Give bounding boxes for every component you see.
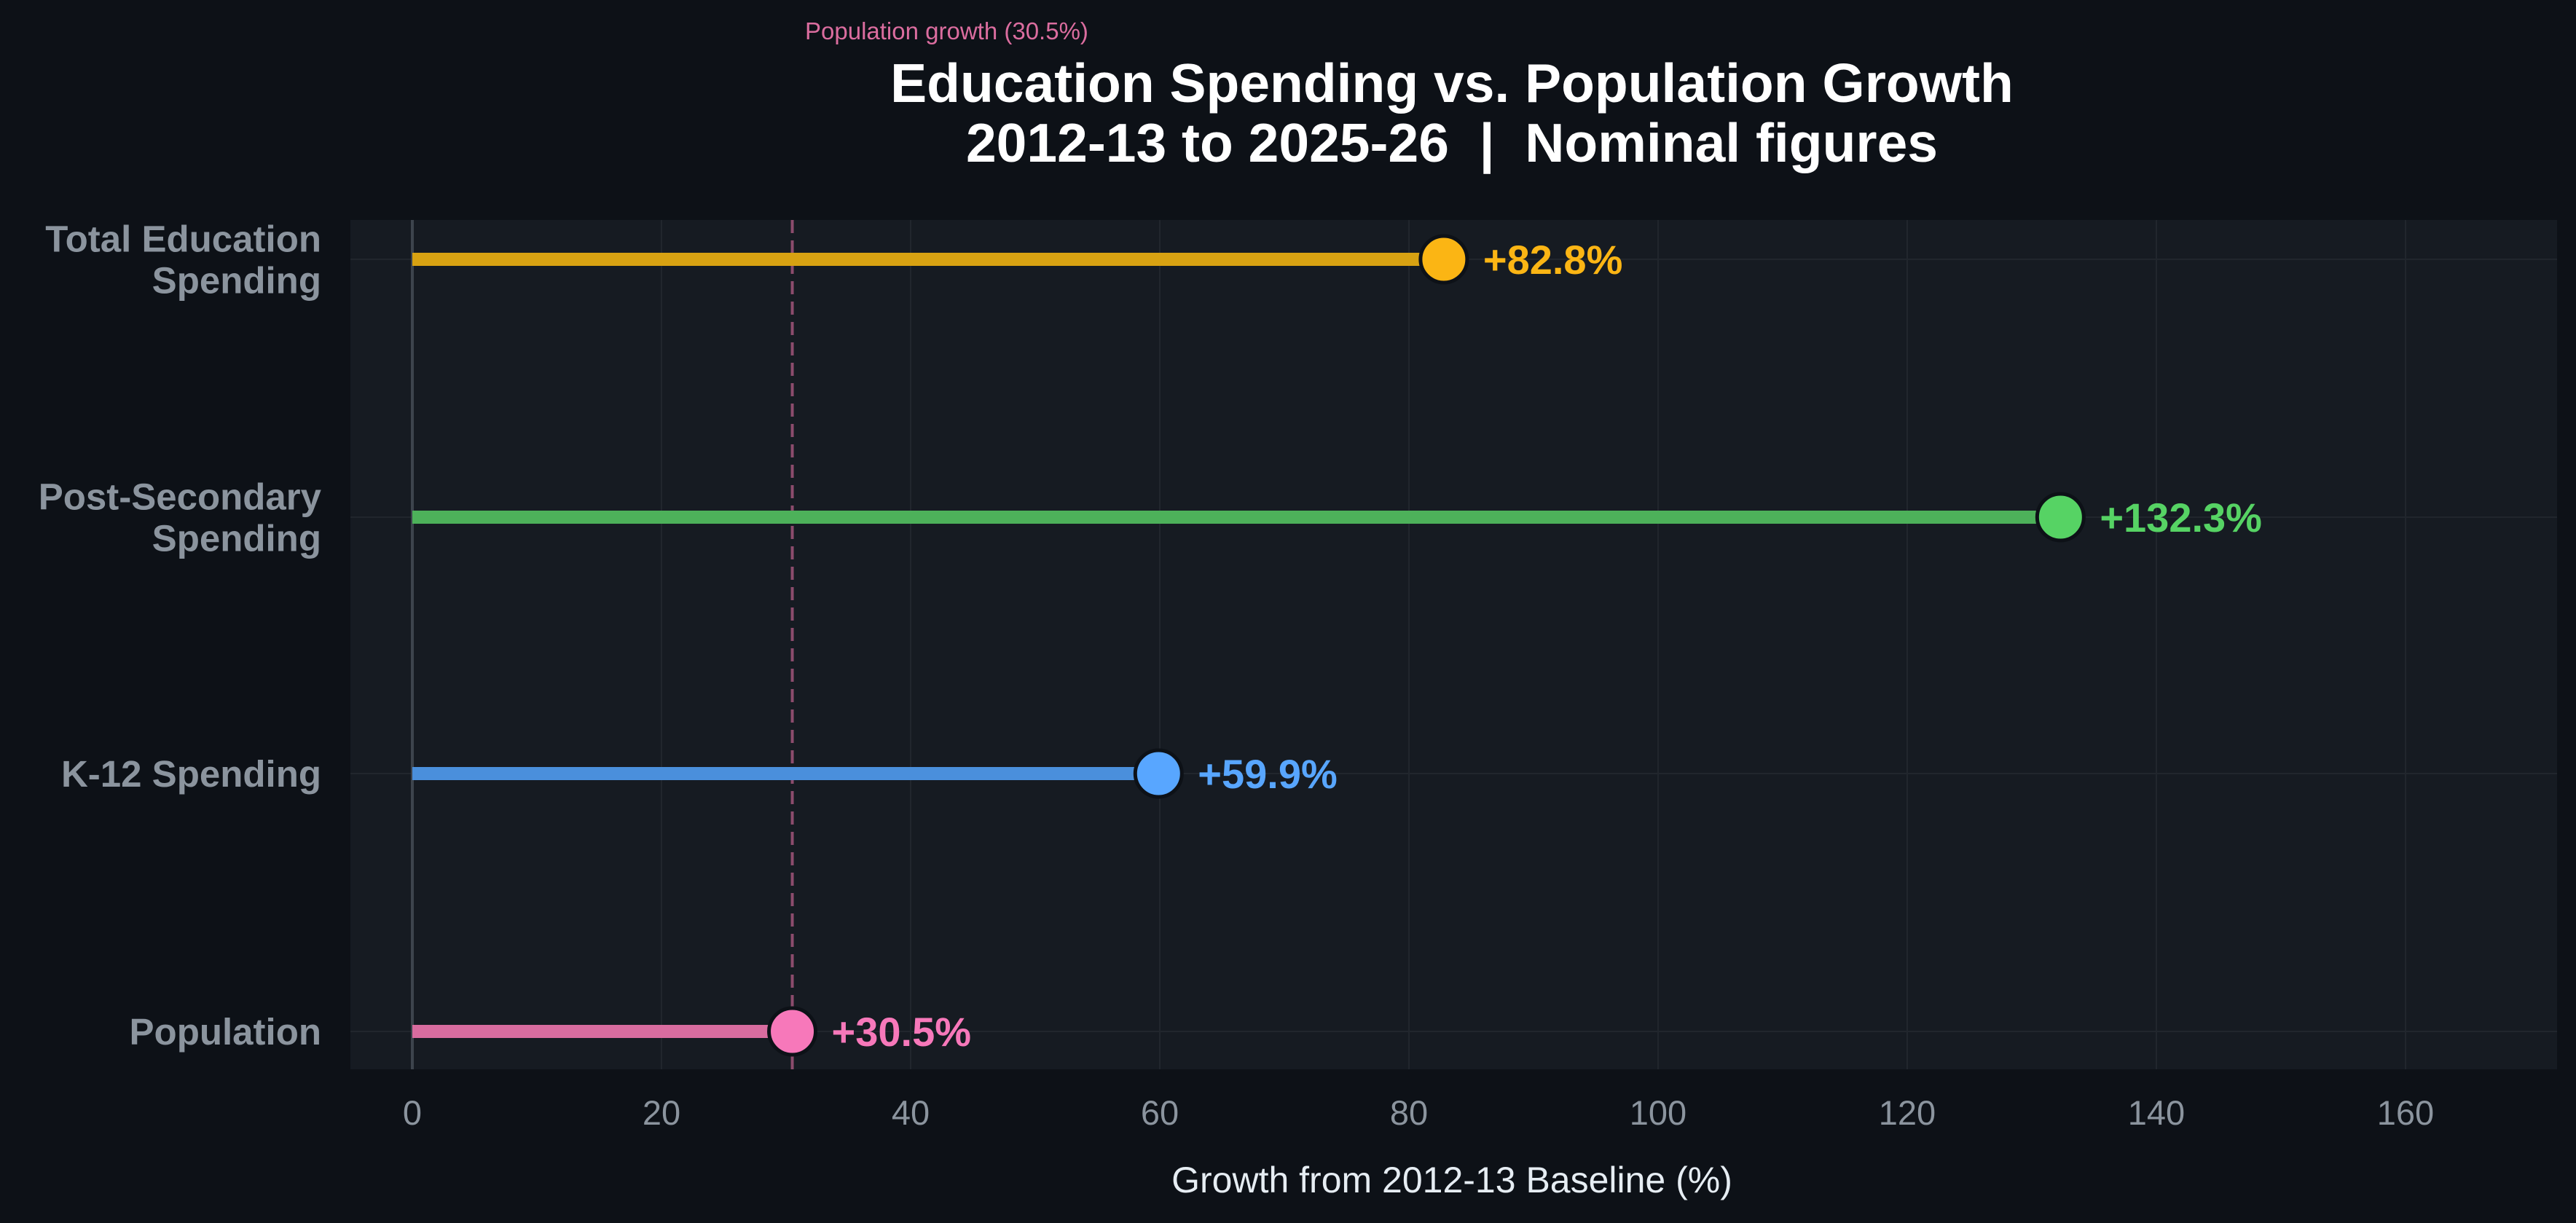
y-tick-labels: Total Education Spending Post-Secondary Spe… (39, 219, 322, 1053)
chart-title: Education Spending vs. Population Growth (890, 52, 2014, 114)
x-tick-labels: 0 20 40 60 80 100 120 140 160 (403, 1093, 2434, 1132)
category-label-3: Population (130, 1011, 321, 1053)
x-tick-label-0: 0 (403, 1093, 422, 1132)
reference-line-label: Population growth (30.5%) (805, 17, 1088, 44)
x-axis-label: Growth from 2012-13 Baseline (%) (1171, 1160, 1732, 1200)
x-tick-label-120: 120 (1879, 1093, 1936, 1132)
lollipop-markers (767, 234, 2086, 1057)
x-tick-label-100: 100 (1630, 1093, 1686, 1132)
chart-subtitle: 2012-13 to 2025-26 | Nominal figures (966, 112, 1938, 174)
x-tick-label-40: 40 (892, 1093, 930, 1132)
x-tick-label-20: 20 (643, 1093, 680, 1132)
category-label-0: Total Education Spending (45, 219, 321, 302)
value-label-3: +30.5% (832, 1009, 972, 1055)
value-label-1: +132.3% (2100, 495, 2262, 540)
lollipop-stems (412, 253, 2039, 1038)
marker-3 (767, 1006, 818, 1057)
category-label-1: Post-Secondary Spending (39, 476, 322, 559)
x-tick-label-140: 140 (2128, 1093, 2185, 1132)
category-label-2: K-12 Spending (61, 753, 321, 795)
value-label-2: +59.9% (1198, 751, 1338, 797)
value-label-0: +82.8% (1483, 237, 1622, 283)
marker-0 (1418, 234, 1469, 285)
marker-1 (2035, 492, 2086, 543)
x-tick-label-60: 60 (1141, 1093, 1179, 1132)
marker-2 (1133, 748, 1184, 799)
x-tick-label-160: 160 (2377, 1093, 2434, 1132)
plot-area (350, 220, 2557, 1069)
value-labels: +82.8% +132.3% +59.9% +30.5% (832, 237, 2262, 1055)
x-tick-label-80: 80 (1390, 1093, 1428, 1132)
